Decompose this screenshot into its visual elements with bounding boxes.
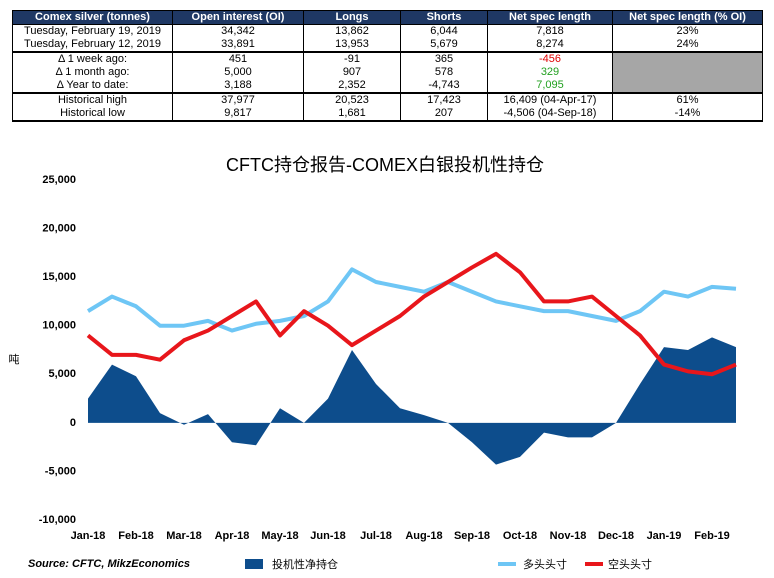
x-tick-label: Oct-18	[503, 530, 537, 542]
y-axis-label: 吨	[9, 353, 20, 366]
row: Tuesday, February 12, 2019 33,891 13,953 5,…	[12, 38, 763, 52]
cell: 33,891	[172, 38, 304, 52]
header-cell: Shorts	[400, 10, 488, 25]
cell: 3,188	[172, 79, 304, 93]
legend-label: 空头头寸	[608, 557, 652, 571]
area	[88, 337, 736, 465]
line	[86, 267, 737, 333]
cell: 61%	[612, 92, 763, 107]
cell: Historical low	[12, 107, 173, 122]
header-row: Comex silver (tonnes) Open interest (OI)…	[12, 10, 763, 25]
gray-block	[612, 51, 763, 93]
line	[86, 251, 737, 377]
row: Δ Year to date: 3,188 2,352 -4,743 7,095	[12, 79, 763, 93]
x-tick-label: May-18	[261, 530, 298, 542]
cell: 1,681	[303, 107, 401, 122]
x-tick-label: Dec-18	[598, 530, 634, 542]
cell: -14%	[612, 107, 763, 122]
legend-label: 多头头寸	[523, 557, 567, 571]
cell: 9,817	[172, 107, 304, 122]
cell: Tuesday, February 12, 2019	[12, 38, 173, 52]
x-tick-label: Jul-18	[360, 530, 392, 542]
source: Source: CFTC, MikzEconomics	[28, 558, 190, 570]
y-tick-label: 20,000	[42, 222, 76, 234]
cell: -4,743	[400, 79, 488, 93]
row: Historical low 9,817 1,681 207 -4,506 (04-Se…	[12, 107, 763, 122]
cell: Δ 1 month ago:	[12, 66, 173, 79]
y-tick-label: -5,000	[45, 465, 76, 477]
x-tick-label: Apr-18	[215, 530, 250, 542]
row: Historical high 37,977 20,523 17,423 16,409 …	[12, 92, 763, 107]
cell: 6,044	[400, 24, 488, 38]
cell: 329	[487, 66, 613, 79]
x-tick-label: Jun-18	[310, 530, 345, 542]
header-cell: Comex silver (tonnes)	[12, 10, 173, 25]
cell: 13,953	[303, 38, 401, 52]
chart-title: CFTC持仓报告-COMEX白银投机性持仓	[226, 155, 544, 175]
x-tick-label: Feb-19	[694, 530, 729, 542]
cell: 207	[400, 107, 488, 122]
row: Δ 1 week ago: 451 -91 365 -456	[12, 51, 763, 93]
x-tick-label: Mar-18	[166, 530, 201, 542]
y-tick-label: 10,000	[42, 320, 76, 332]
cell: 5,679	[400, 38, 488, 52]
header-cell: Longs	[303, 10, 401, 25]
x-tick-label: Nov-18	[550, 530, 587, 542]
row: Δ 1 month ago: 5,000 907 578 329	[12, 66, 763, 79]
header-cell: Net spec length	[487, 10, 613, 25]
x-tick-label: Jan-19	[647, 530, 682, 542]
y-tick-label: 15,000	[42, 271, 76, 283]
cell: Δ Year to date:	[12, 79, 173, 93]
cell: 5,000	[172, 66, 304, 79]
cell: 7,095	[487, 79, 613, 93]
y-tick-label: -10,000	[39, 514, 76, 526]
y-tick-label: 5,000	[48, 368, 76, 380]
cell: 23%	[612, 24, 763, 38]
header-cell: Open interest (OI)	[172, 10, 304, 25]
summary-table: Comex silver (tonnes) Open interest (OI)…	[12, 10, 763, 122]
x-tick-label: Aug-18	[405, 530, 442, 542]
x-tick-label: Sep-18	[454, 530, 490, 542]
legend-label: 投机性净持仓	[272, 557, 338, 571]
x-tick-label: Feb-18	[118, 530, 153, 542]
y-tick-label: 0	[70, 417, 76, 429]
y-tick-label: 25,000	[42, 174, 76, 186]
cell: 13,862	[303, 24, 401, 38]
row: Tuesday, February 19, 2019 34,342 13,862 6,…	[12, 24, 763, 38]
x-tick-label: Jan-18	[71, 530, 106, 542]
cell: 7,818	[487, 24, 613, 38]
cell: Tuesday, February 19, 2019	[12, 24, 173, 38]
cell: 2,352	[303, 79, 401, 93]
header-cell: Net spec length (% OI)	[612, 10, 763, 25]
legend-swatch	[245, 559, 263, 569]
cell: 24%	[612, 38, 763, 52]
cell: 34,342	[172, 24, 304, 38]
